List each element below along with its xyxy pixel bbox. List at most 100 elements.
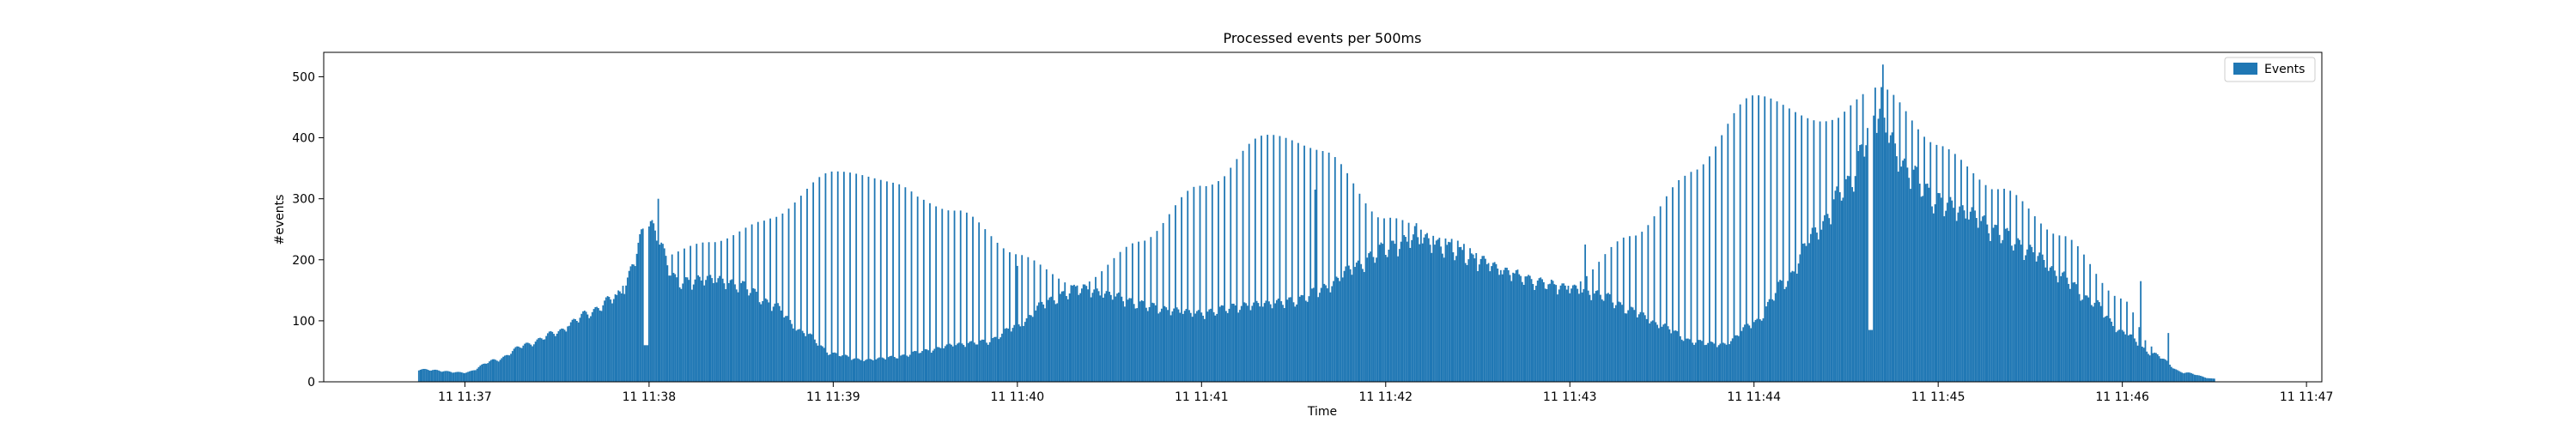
- bar: [763, 221, 765, 382]
- bar: [1528, 275, 1531, 382]
- bar: [438, 370, 440, 382]
- bar: [1497, 269, 1499, 382]
- bar: [1968, 219, 1970, 382]
- bar: [2068, 283, 2069, 382]
- bar: [635, 253, 638, 382]
- bar: [777, 303, 779, 382]
- bar: [1920, 196, 1923, 382]
- bar: [1905, 111, 1907, 382]
- bar: [785, 316, 787, 382]
- bar: [2161, 359, 2164, 382]
- bar: [1081, 288, 1083, 382]
- bar: [694, 279, 696, 382]
- bar: [1643, 312, 1644, 382]
- bar: [1128, 298, 1131, 382]
- bar: [2046, 229, 2048, 382]
- bar: [1854, 176, 1856, 382]
- bar: [1073, 284, 1075, 382]
- bar: [1656, 324, 1659, 382]
- bar: [1268, 301, 1270, 382]
- bar: [1202, 315, 1204, 382]
- bar: [2196, 375, 2199, 382]
- bar: [1148, 306, 1151, 382]
- bar: [1382, 244, 1384, 382]
- bar: [1526, 276, 1528, 382]
- bar: [1612, 302, 1614, 382]
- y-tick-label: 200: [292, 254, 315, 268]
- bar: [1442, 253, 1443, 382]
- bar: [1151, 302, 1154, 382]
- bar: [1510, 281, 1513, 382]
- bar: [598, 308, 599, 382]
- bar: [604, 300, 605, 382]
- bar: [1567, 285, 1570, 382]
- bar: [811, 334, 813, 382]
- bar: [1725, 344, 1728, 382]
- bar: [1803, 243, 1806, 382]
- bar: [573, 318, 575, 382]
- bar: [2201, 376, 2203, 382]
- bar: [1925, 184, 1927, 382]
- bar: [1541, 279, 1543, 382]
- bar: [1694, 342, 1697, 382]
- bar: [2166, 360, 2168, 382]
- bar: [1715, 146, 1716, 382]
- bar: [653, 223, 655, 382]
- bar: [1633, 310, 1636, 382]
- bar: [682, 283, 684, 382]
- bar: [1163, 305, 1166, 382]
- bar: [1848, 176, 1850, 382]
- bar: [2072, 282, 2075, 382]
- bar: [1394, 244, 1396, 382]
- bar: [440, 372, 443, 382]
- bar: [2142, 347, 2145, 382]
- bar: [789, 319, 792, 382]
- bar: [1085, 286, 1088, 382]
- bar: [717, 278, 720, 382]
- bar: [1001, 333, 1003, 382]
- bar: [1015, 254, 1017, 382]
- bar: [1351, 275, 1353, 382]
- bar: [2080, 300, 2082, 382]
- bar: [1222, 305, 1224, 382]
- bar: [961, 343, 963, 382]
- bar: [678, 287, 681, 382]
- bar: [1868, 329, 1870, 382]
- bar: [1493, 262, 1496, 382]
- bar: [2009, 190, 2012, 382]
- bar: [1631, 307, 1634, 382]
- bar: [1610, 246, 1613, 382]
- bar: [1596, 290, 1599, 382]
- bar: [2031, 246, 2033, 382]
- x-tick-label: 11 11:42: [1358, 390, 1413, 404]
- bar: [1785, 287, 1788, 382]
- bar: [1133, 304, 1135, 382]
- bar: [1856, 99, 1858, 382]
- bar: [1807, 118, 1809, 382]
- bar: [1998, 234, 2001, 382]
- bar: [1764, 96, 1766, 382]
- bar: [1144, 240, 1146, 382]
- bar: [1203, 318, 1206, 382]
- bar: [1770, 98, 1772, 382]
- bar: [1953, 154, 1956, 382]
- bar: [1903, 158, 1905, 383]
- bar: [793, 202, 796, 382]
- bar: [1066, 299, 1069, 382]
- plot-frame: [323, 51, 2323, 383]
- bar: [1448, 241, 1449, 382]
- bar: [1285, 137, 1287, 383]
- bar: [1153, 303, 1155, 382]
- bar: [1896, 156, 1898, 382]
- bar: [1507, 270, 1510, 382]
- bar: [958, 342, 960, 382]
- bar: [1261, 306, 1264, 382]
- bar: [1027, 257, 1030, 382]
- bar: [1974, 210, 1976, 382]
- bar: [2063, 271, 2065, 382]
- bar: [1754, 319, 1757, 382]
- bar: [829, 353, 831, 382]
- bar: [1817, 239, 1820, 382]
- bar: [1902, 160, 1904, 382]
- bar: [2185, 372, 2188, 382]
